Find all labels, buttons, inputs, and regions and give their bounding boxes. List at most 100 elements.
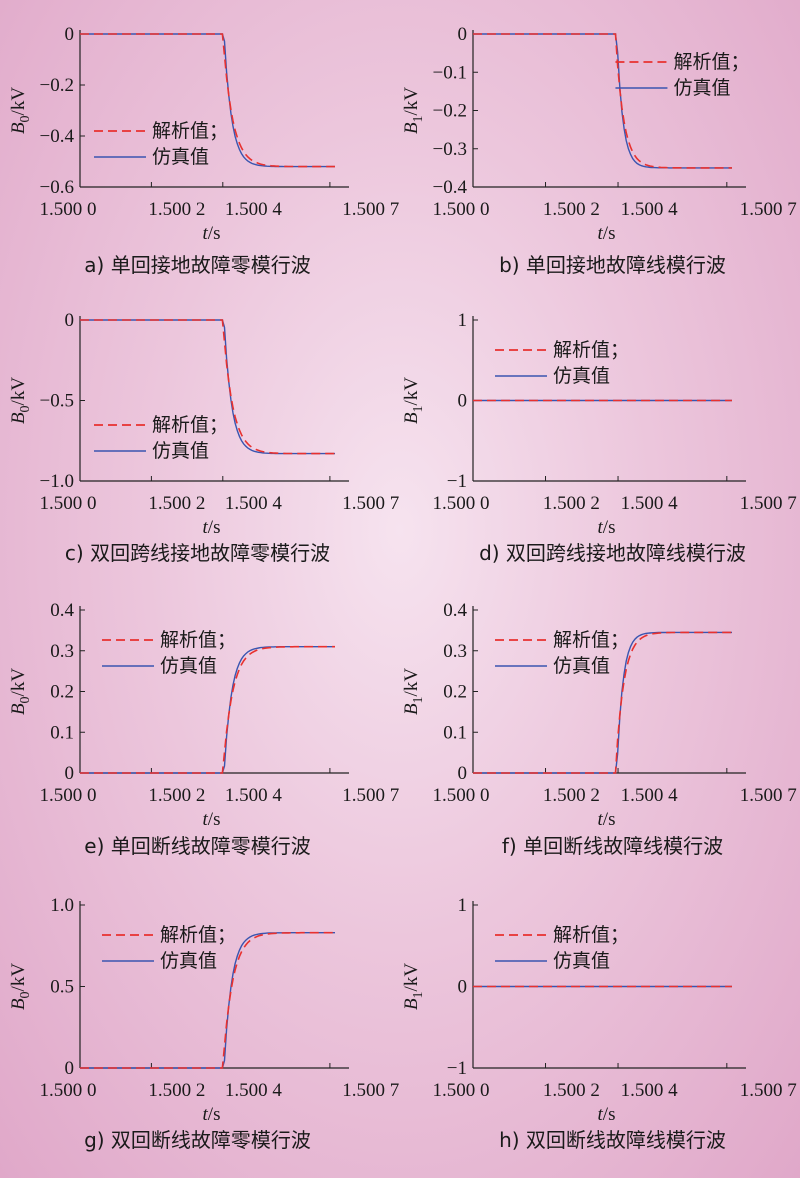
y-tick-label: 0 xyxy=(65,1058,75,1079)
x-tick-label: 1.500 0 xyxy=(40,493,97,514)
x-axis-label: t/s xyxy=(598,809,616,830)
panel-caption: c) 双回跨线接地故障零模行波 xyxy=(65,541,330,565)
series-line-analytic xyxy=(80,33,335,168)
y-axis-label: B1/kV xyxy=(401,87,426,134)
x-axis-label: t/s xyxy=(203,809,221,830)
y-tick-label: 0.3 xyxy=(443,641,467,662)
panel-caption: b) 单回接地故障线模行波 xyxy=(499,253,726,277)
panel-caption: f) 单回断线故障线模行波 xyxy=(502,834,723,858)
legend: 解析值； 仿真值 xyxy=(94,414,228,462)
x-axis-label: t/s xyxy=(203,223,221,244)
legend: 解析值； 仿真值 xyxy=(102,629,236,677)
series-line-analytic xyxy=(80,645,335,774)
x-tick-label: 1.500 4 xyxy=(621,199,679,220)
y-tick-label: 1 xyxy=(458,895,468,916)
x-tick-label: 1.500 2 xyxy=(543,199,600,220)
x-axis-label: t/s xyxy=(203,517,221,538)
y-tick-label: −0.6 xyxy=(40,177,74,198)
legend-label-analytic: 解析值； xyxy=(553,339,629,361)
panel-caption: h) 双回断线故障线模行波 xyxy=(499,1128,726,1152)
series-line-analytic xyxy=(473,631,732,774)
legend: 解析值； 仿真值 xyxy=(495,339,629,387)
y-tick-label: 0.5 xyxy=(50,977,74,998)
y-tick-label: 0.3 xyxy=(50,641,74,662)
y-tick-label: −0.2 xyxy=(433,101,467,122)
y-tick-label: −0.3 xyxy=(433,139,467,160)
x-tick-label: 1.500 0 xyxy=(40,1080,97,1101)
legend-label-simulated: 仿真值 xyxy=(160,950,217,972)
y-tick-label: −0.2 xyxy=(40,75,74,96)
y-tick-label: 0 xyxy=(65,763,75,784)
x-tick-label: 1.500 4 xyxy=(225,785,283,806)
panel-caption: g) 双回断线故障零模行波 xyxy=(84,1128,311,1152)
y-axis-label: B1/kV xyxy=(401,668,426,715)
legend: 解析值； 仿真值 xyxy=(495,629,629,677)
legend: 解析值； 仿真值 xyxy=(94,120,228,168)
y-tick-label: −1.0 xyxy=(40,471,74,492)
y-tick-label: 0.1 xyxy=(443,722,467,743)
x-tick-label: 1.500 7 xyxy=(740,1080,797,1101)
x-tick-label: 1.500 7 xyxy=(342,493,399,514)
x-tick-label: 1.500 2 xyxy=(543,1080,600,1101)
series-line-simulated xyxy=(473,631,732,774)
x-tick-label: 1.500 2 xyxy=(148,785,205,806)
y-tick-label: 0.2 xyxy=(443,682,467,703)
chart-panel-c: 0 −0.5 −1.01.500 0 1.500 2 1.500 4 1.500 7 t/s… xyxy=(8,310,399,565)
y-axis-label: B1/kV xyxy=(401,963,426,1010)
legend-label-analytic: 解析值； xyxy=(160,924,236,946)
y-tick-label: −1 xyxy=(447,471,467,492)
y-tick-label: 0 xyxy=(458,391,468,412)
x-axis-label: t/s xyxy=(598,1104,616,1125)
y-axis-label: B0/kV xyxy=(8,668,33,715)
y-tick-label: −0.5 xyxy=(40,391,74,412)
x-tick-label: 1.500 0 xyxy=(433,1080,490,1101)
y-axis-label: B0/kV xyxy=(8,963,33,1010)
x-axis-label: t/s xyxy=(203,1104,221,1125)
y-tick-label: 0.4 xyxy=(443,600,467,621)
x-tick-label: 1.500 4 xyxy=(225,199,283,220)
y-tick-label: 0.2 xyxy=(50,682,74,703)
y-tick-label: 0.4 xyxy=(50,600,74,621)
series-line-analytic xyxy=(80,931,335,1069)
x-tick-label: 1.500 2 xyxy=(148,1080,205,1101)
y-tick-label: −0.1 xyxy=(433,62,467,83)
legend: 解析值； 仿真值 xyxy=(615,51,749,99)
y-tick-label: −1 xyxy=(447,1058,467,1079)
legend-label-analytic: 解析值； xyxy=(152,414,228,436)
legend: 解析值； 仿真值 xyxy=(495,924,629,972)
legend-label-analytic: 解析值； xyxy=(553,629,629,651)
y-tick-label: −0.4 xyxy=(40,126,75,147)
y-tick-label: 0 xyxy=(458,763,468,784)
x-tick-label: 1.500 2 xyxy=(148,199,205,220)
y-tick-label: 0 xyxy=(65,310,75,331)
legend-label-simulated: 仿真值 xyxy=(553,655,610,677)
x-tick-label: 1.500 0 xyxy=(433,493,490,514)
x-tick-label: 1.500 4 xyxy=(621,785,679,806)
legend-label-analytic: 解析值； xyxy=(553,924,629,946)
series-line-analytic xyxy=(473,33,732,169)
x-tick-label: 1.500 4 xyxy=(225,1080,283,1101)
x-tick-label: 1.500 4 xyxy=(621,493,679,514)
panel-caption: d) 双回跨线接地故障线模行波 xyxy=(479,541,746,565)
x-tick-label: 1.500 2 xyxy=(543,493,600,514)
panel-caption: a) 单回接地故障零模行波 xyxy=(84,253,310,277)
x-tick-label: 1.500 0 xyxy=(40,785,97,806)
legend-label-analytic: 解析值； xyxy=(160,629,236,651)
legend-label-simulated: 仿真值 xyxy=(553,950,610,972)
y-tick-label: 1 xyxy=(458,310,468,331)
x-tick-label: 1.500 4 xyxy=(225,493,283,514)
legend-label-simulated: 仿真值 xyxy=(152,440,209,462)
y-axis-label: B0/kV xyxy=(8,87,33,134)
x-tick-label: 1.500 0 xyxy=(433,199,490,220)
x-tick-label: 1.500 7 xyxy=(740,785,797,806)
y-tick-label: 1.0 xyxy=(50,895,74,916)
x-axis-label: t/s xyxy=(598,223,616,244)
x-tick-label: 1.500 0 xyxy=(433,785,490,806)
x-tick-label: 1.500 0 xyxy=(40,199,97,220)
y-tick-label: 0 xyxy=(458,24,468,45)
legend: 解析值； 仿真值 xyxy=(102,924,236,972)
chart-panel-f: 0.4 0.3 0.2 0.1 01.500 0 1.500 2 1.500 4 1.500 … xyxy=(401,600,797,858)
legend-label-simulated: 仿真值 xyxy=(673,77,730,99)
x-tick-label: 1.500 4 xyxy=(621,1080,679,1101)
